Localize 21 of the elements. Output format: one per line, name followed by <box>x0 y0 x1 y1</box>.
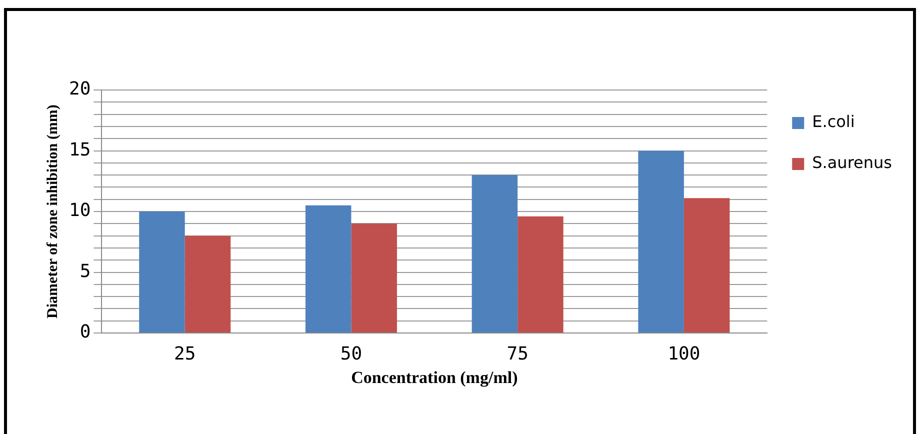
y-tick-label: 0 <box>80 322 91 343</box>
y-axis-title: Diameter of zone inhibition (mm) <box>44 104 61 318</box>
bar <box>684 198 730 332</box>
bar <box>638 150 684 332</box>
bar <box>518 216 564 332</box>
bar <box>305 205 352 332</box>
y-tick-label: 5 <box>80 260 91 282</box>
bar <box>472 175 518 332</box>
legend-label: E.coli <box>812 112 855 132</box>
y-tick-label: 10 <box>68 200 91 222</box>
bar <box>184 236 231 332</box>
legend-label: S.aurenus <box>812 153 892 172</box>
x-tick-label: 100 <box>668 343 700 364</box>
x-tick-label: 25 <box>174 343 196 364</box>
x-axis-title: Concentration (mg/ml) <box>351 368 518 388</box>
bar <box>351 224 397 332</box>
x-tick-label: 50 <box>340 343 362 364</box>
y-tick-label: 20 <box>68 78 91 100</box>
y-tick-label: 15 <box>68 139 91 160</box>
bar <box>139 212 185 332</box>
x-tick-label: 75 <box>506 343 528 364</box>
